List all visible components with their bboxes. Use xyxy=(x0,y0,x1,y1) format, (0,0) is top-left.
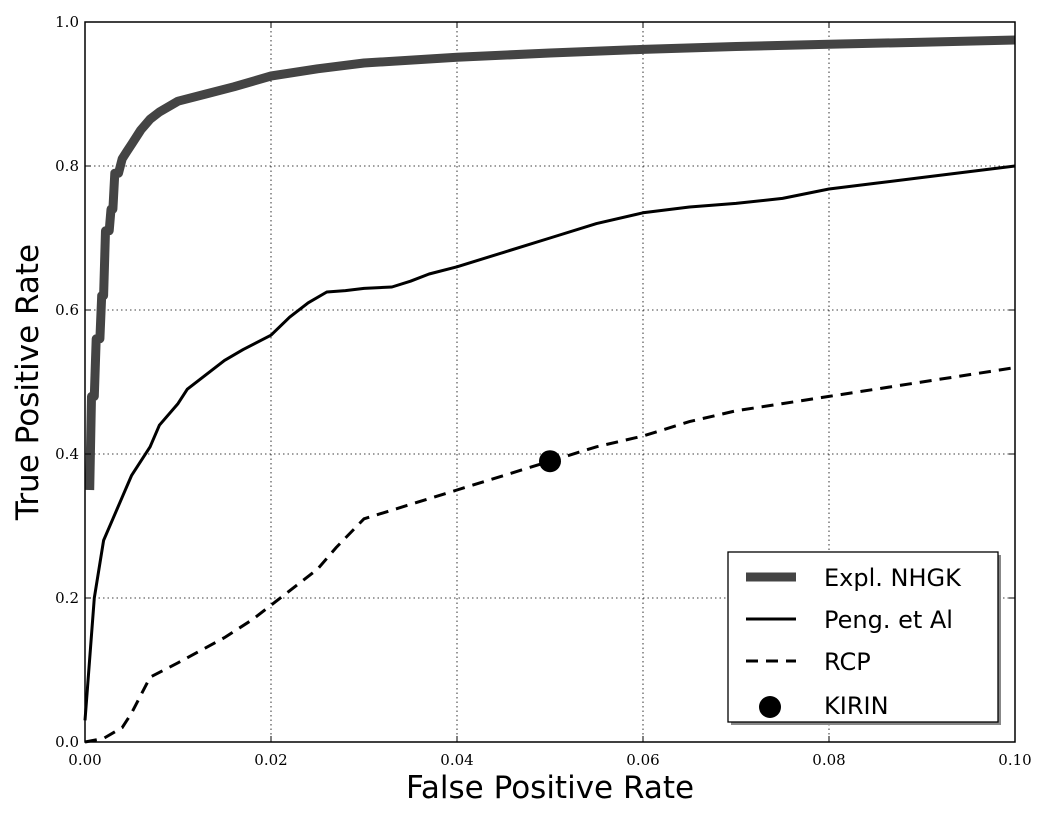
y-tick-label: 0.8 xyxy=(55,157,79,175)
legend-label-expl-nhgk: Expl. NHGK xyxy=(824,564,962,592)
x-tick-label: 0.10 xyxy=(998,751,1031,769)
x-tick-label: 0.02 xyxy=(254,751,287,769)
y-tick-label: 0.2 xyxy=(55,589,79,607)
y-tick-label: 0.6 xyxy=(55,301,79,319)
series-line-rcp xyxy=(84,366,1016,744)
x-tick-label: 0.00 xyxy=(68,751,101,769)
y-tick-label: 1.0 xyxy=(55,13,79,31)
marker-kirin xyxy=(539,450,561,473)
x-tick-label: 0.06 xyxy=(626,751,659,769)
y-tick-label: 0.0 xyxy=(55,733,79,751)
plot-frame xyxy=(84,21,1016,743)
x-tick-label: 0.08 xyxy=(812,751,845,769)
legend-label-rcp: RCP xyxy=(824,648,871,676)
legend-label-kirin: KIRIN xyxy=(824,692,889,720)
series-line-expl-nhgk xyxy=(85,35,1016,491)
y-tick-label: 0.4 xyxy=(55,445,79,463)
x-axis-label: False Positive Rate xyxy=(406,770,694,806)
legend: Expl. NHGK Peng. et Al RCP KIRIN xyxy=(727,551,1001,725)
legend-swatch-kirin xyxy=(759,696,781,718)
axis-ticks: 0.00 0.02 0.04 0.06 0.08 0.10 0.0 0.2 0.4 0.6 0.8 1… xyxy=(55,13,1032,769)
series-line-peng-et-al xyxy=(83,164,1016,721)
legend-label-peng-et-al: Peng. et Al xyxy=(824,606,953,634)
y-axis-label: True Positive Rate xyxy=(10,244,46,521)
series-layer xyxy=(83,35,1016,744)
x-tick-label: 0.04 xyxy=(440,751,473,769)
